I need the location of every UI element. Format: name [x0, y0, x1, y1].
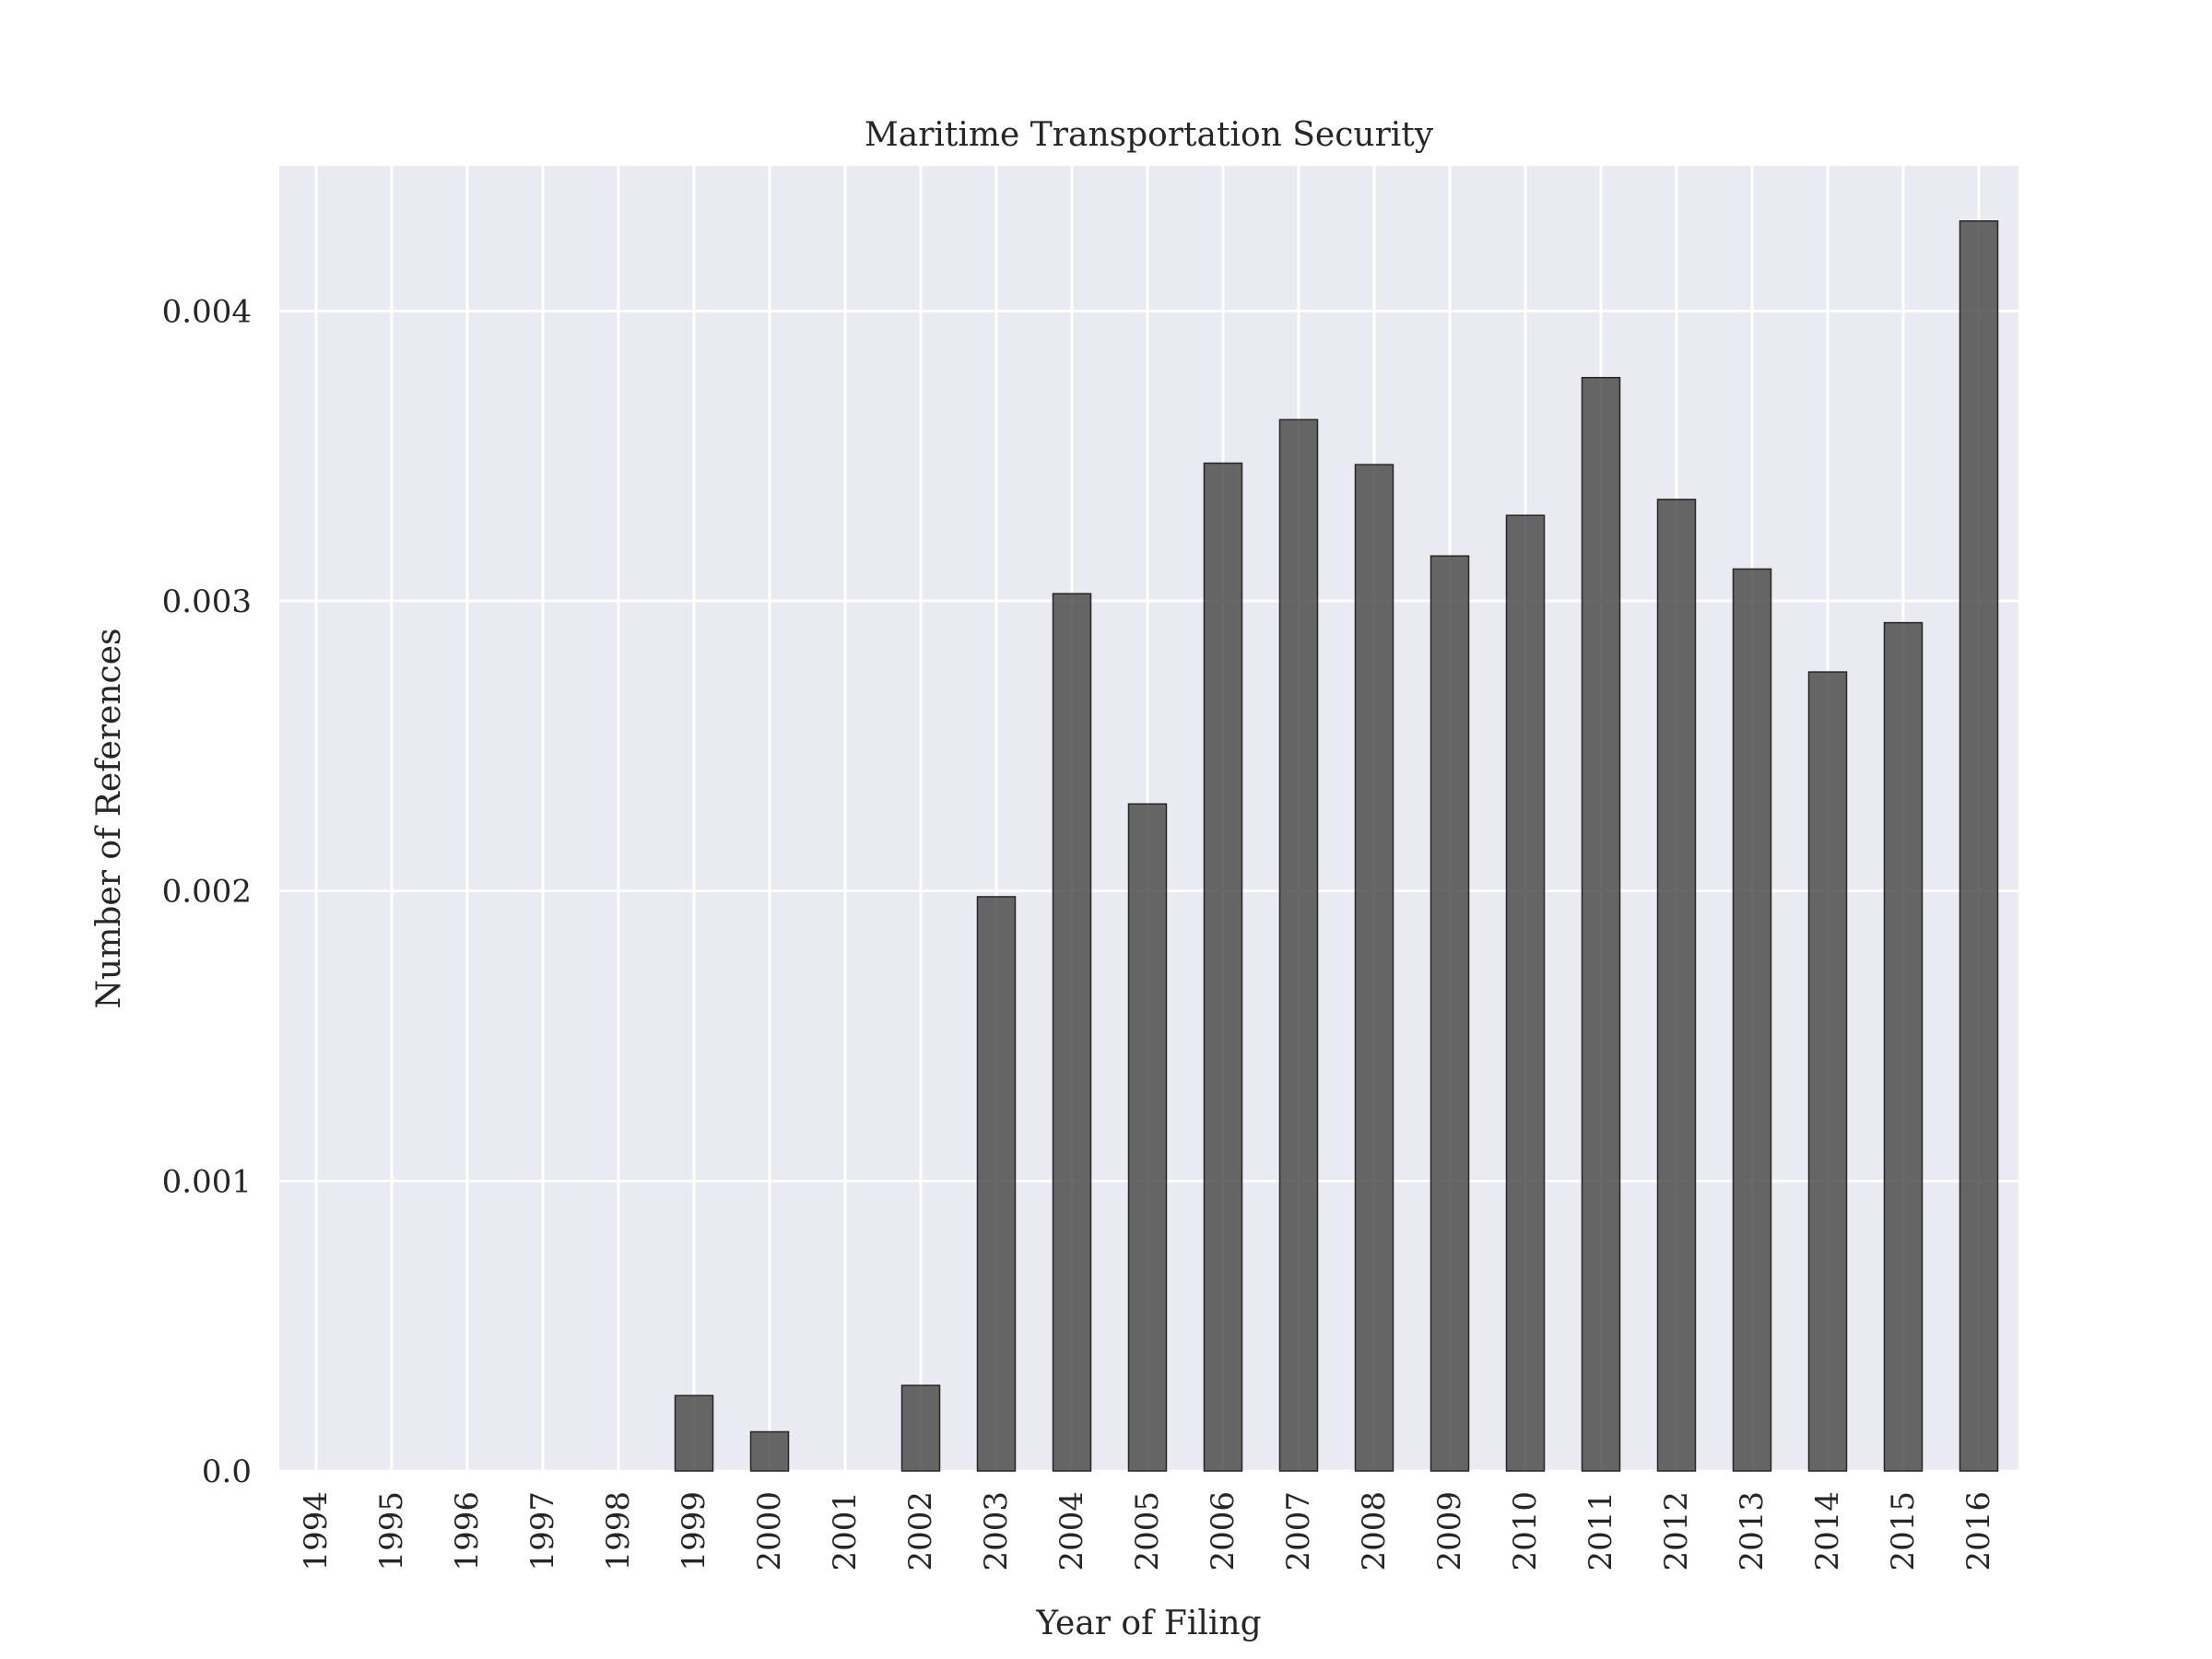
bar-2013: [1732, 568, 1772, 1472]
x-tick-label: 2002: [902, 1491, 939, 1571]
chart-title: Maritime Transportation Security: [865, 116, 1434, 154]
bar-2011: [1581, 376, 1621, 1472]
y-tick-label: 0.004: [162, 293, 252, 330]
x-tick-label: 2011: [1583, 1491, 1619, 1571]
bars: [674, 220, 1999, 1472]
x-tick-label: 2007: [1280, 1491, 1317, 1571]
bar-2016: [1959, 220, 1999, 1472]
y-tick-label: 0.0: [202, 1453, 252, 1490]
bar-2015: [1883, 621, 1924, 1472]
bar-2006: [1203, 462, 1243, 1472]
y-axis-label: Number of References: [90, 629, 128, 1009]
x-tick-label: 1997: [524, 1491, 561, 1571]
x-tick-label: 2004: [1053, 1491, 1090, 1571]
bar-1999: [674, 1394, 714, 1472]
bar-2002: [900, 1384, 941, 1472]
x-tick-label: 2003: [978, 1491, 1015, 1571]
x-tick-label: 2013: [1734, 1491, 1771, 1571]
bar-2008: [1354, 464, 1394, 1472]
y-tick-labels: 0.0 0.001 0.002 0.003 0.004: [162, 293, 252, 1490]
x-tick-label: 2009: [1431, 1491, 1468, 1571]
x-tick-label: 2005: [1129, 1491, 1166, 1571]
y-tick-label: 0.002: [162, 874, 252, 911]
bar-2007: [1278, 418, 1319, 1472]
bar-2003: [976, 896, 1017, 1472]
x-tick-label: 1994: [298, 1491, 335, 1571]
x-tick-label: 2001: [827, 1491, 864, 1571]
x-tick-label: 2014: [1809, 1491, 1846, 1571]
x-tick-label: 2015: [1885, 1491, 1922, 1571]
x-tick-label: 1996: [449, 1491, 486, 1571]
x-tick-label: 1995: [373, 1491, 410, 1571]
x-axis-label: Year of Filing: [1035, 1605, 1261, 1642]
x-tick-label: 2008: [1356, 1491, 1393, 1571]
x-tick-labels: 1994 1995 1996 1997 1998 1999 2000 2001 2002 2003…: [298, 1491, 1997, 1571]
bar-2010: [1505, 514, 1546, 1472]
x-tick-label: 1998: [600, 1491, 637, 1571]
y-tick-label: 0.003: [162, 583, 252, 620]
x-tick-label: 1999: [676, 1491, 712, 1571]
x-tick-label: 2000: [751, 1491, 788, 1571]
bar-2012: [1656, 499, 1697, 1472]
bar-2000: [749, 1430, 790, 1472]
bar-2004: [1052, 593, 1092, 1472]
bar-2014: [1807, 671, 1848, 1472]
x-tick-label: 2016: [1960, 1491, 1997, 1571]
bar-2005: [1127, 803, 1168, 1472]
bar-2009: [1430, 555, 1470, 1472]
x-tick-label: 2006: [1205, 1491, 1241, 1571]
x-tick-label: 2012: [1658, 1491, 1695, 1571]
x-tick-label: 2010: [1507, 1491, 1544, 1571]
y-tick-label: 0.001: [162, 1163, 252, 1200]
